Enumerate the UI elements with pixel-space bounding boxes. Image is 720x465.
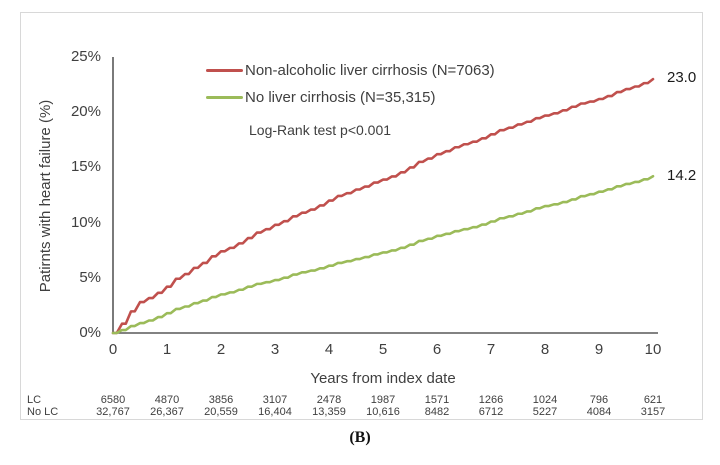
risk-cell: 3107 — [262, 394, 288, 406]
chart-canvas — [111, 57, 658, 335]
y-tick-label: 10% — [70, 213, 101, 231]
risk-cell: 6580 — [100, 394, 126, 406]
x-tick-label: 10 — [644, 341, 662, 358]
risk-cell: 5227 — [532, 406, 558, 418]
risk-cell: 6712 — [478, 406, 504, 418]
risk-cell: 32,767 — [96, 406, 130, 418]
km-curve-no-cirrhosis — [111, 174, 655, 335]
risk-row-label: No LC — [27, 406, 59, 418]
risk-cell: 8482 — [424, 406, 450, 418]
risk-cell: 13,359 — [312, 406, 346, 418]
x-tick-label: 7 — [486, 341, 496, 358]
end-value-no-cirrhosis: 14.2 — [667, 167, 697, 184]
legend-label-no-cirrhosis: No liver cirrhosis (N=35,315) — [245, 89, 436, 106]
risk-cell: 3157 — [640, 406, 666, 418]
risk-cell: 2478 — [316, 394, 342, 406]
x-tick-label: 9 — [594, 341, 604, 358]
risk-cell: 621 — [643, 394, 663, 406]
x-tick-label: 5 — [378, 341, 388, 358]
risk-cell: 4084 — [586, 406, 612, 418]
x-tick-label: 4 — [324, 341, 334, 358]
risk-row-label: LC — [27, 394, 42, 406]
y-tick-label: 5% — [79, 268, 101, 286]
risk-cell: 16,404 — [258, 406, 292, 418]
y-tick-label: 20% — [70, 103, 101, 121]
risk-cell: 1571 — [424, 394, 450, 406]
y-tick-label: 15% — [70, 158, 101, 176]
x-tick-label: 0 — [108, 341, 118, 358]
x-tick-label: 1 — [162, 341, 172, 358]
y-axis-title: Patirnts with heart failure (%) — [37, 99, 54, 293]
y-tick-label: 25% — [70, 48, 101, 65]
legend-swatch-cirrhosis — [206, 69, 243, 72]
risk-cell: 1024 — [532, 394, 558, 406]
risk-cell: 3856 — [208, 394, 234, 406]
risk-cell: 1266 — [478, 394, 504, 406]
end-value-cirrhosis: 23.0 — [667, 69, 697, 86]
x-tick-label: 2 — [216, 341, 226, 358]
km-curve-cirrhosis — [111, 77, 655, 335]
legend-label-cirrhosis: Non-alcoholic liver cirrhosis (N=7063) — [245, 62, 495, 79]
x-axis-title: Years from index date — [310, 370, 456, 387]
risk-cell: 1987 — [370, 394, 396, 406]
legend-swatch-no-cirrhosis — [206, 96, 243, 99]
risk-cell: 10,616 — [366, 406, 400, 418]
x-tick-label: 6 — [432, 341, 442, 358]
y-tick-label: 0% — [79, 324, 101, 341]
risk-cell: 4870 — [154, 394, 180, 406]
figure-panel: Patirnts with heart failure (%) 0% 5% 10% 1… — [20, 12, 703, 420]
x-tick-label: 8 — [540, 341, 550, 358]
x-tick-label: 3 — [270, 341, 280, 358]
panel-caption: (B) — [349, 429, 371, 446]
risk-cell: 26,367 — [150, 406, 184, 418]
risk-cell: 20,559 — [204, 406, 238, 418]
risk-cell: 796 — [589, 394, 609, 406]
logrank-annotation: Log-Rank test p<0.001 — [249, 122, 392, 138]
